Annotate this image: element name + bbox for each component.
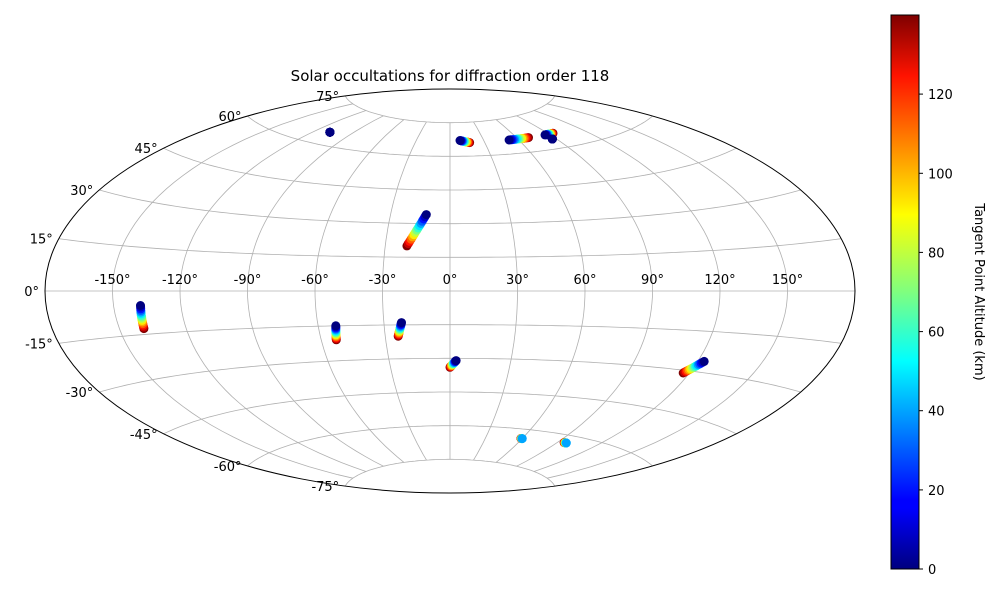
lon-tick-label: 90° [641,273,664,288]
lat-tick-label: 15° [30,233,53,248]
parallel-line [247,115,653,157]
track-point [421,210,431,220]
colorbar: 0 20 40 60 80 100 120 Tangent Point Altitude (… [890,14,986,578]
parallel-line [58,238,842,258]
track-point [699,356,709,366]
track-point [331,321,341,331]
chart-title: Solar occultations for diffraction order… [291,67,610,85]
colorbar-tick-label: 40 [928,405,945,420]
track-point [325,127,335,137]
parallel-line [58,324,842,344]
lat-tick-label: -30° [66,386,94,401]
lon-tick-label: 0° [443,273,458,288]
track-point [504,135,514,145]
lat-tick-label: 75° [316,90,339,105]
colorbar-tick-label: 120 [928,88,953,103]
parallel-line [163,391,737,435]
parallel-line [163,147,737,191]
parallel-line [247,425,653,467]
track-point [517,434,527,444]
colorbar-label: Tangent Point Altitude (km) [971,202,986,380]
colorbar-gradient [890,14,920,570]
parallel-line [99,189,801,225]
lat-tick-label: 30° [70,184,93,199]
lon-tick-label: -60° [301,273,329,288]
lon-tick-label: 150° [772,273,803,288]
lon-tick-label: -120° [162,273,198,288]
track-point [540,130,550,140]
track-point [136,301,145,310]
track-point [455,136,465,145]
lon-tick-label: 30° [506,273,529,288]
lon-tick-label: 120° [704,273,735,288]
colorbar-tick-label: 0 [928,563,936,578]
lon-tick-label: -90° [234,273,262,288]
lat-tick-label: 45° [135,142,158,157]
lon-tick-label: -150° [94,273,130,288]
colorbar-tick-label: 20 [928,484,945,499]
track-point [397,318,406,328]
lon-tick-label: -30° [369,273,397,288]
track-point [561,438,571,448]
colorbar-ticks: 0 20 40 60 80 100 120 [919,88,953,578]
lon-tick-label: 60° [573,273,596,288]
scatter-points [136,127,709,448]
lat-tick-label: -60° [214,460,242,475]
lat-tick-label: 0° [24,285,39,300]
track-point [547,134,557,144]
parallel-line [344,95,556,124]
colorbar-tick-label: 100 [928,167,953,182]
lat-tick-label: 60° [218,110,241,125]
lat-tick-label: -45° [130,428,158,443]
parallel-line [344,458,556,487]
latitude-tick-labels: 75° 60° 45° 30° 15° 0° -15° -30° -45° -60° -75° [24,90,339,495]
map-outline [44,88,856,494]
grid-lines [45,95,855,487]
colorbar-tick-label: 80 [928,246,945,261]
track-point [451,356,461,366]
lat-tick-label: -15° [25,337,53,352]
longitude-tick-labels: -150° -120° -90° -60° -30° 0° 30° 60° 90° 120° 150… [94,273,803,288]
lat-tick-label: -75° [311,480,339,495]
colorbar-tick-label: 60 [928,326,945,341]
